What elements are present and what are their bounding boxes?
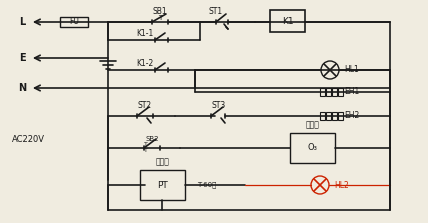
Text: EH2: EH2 [345,112,360,120]
Text: 定时器: 定时器 [155,157,169,167]
Text: L: L [19,17,25,27]
Bar [332,88,337,96]
Text: HL2: HL2 [335,180,349,190]
Text: HL1: HL1 [345,66,360,74]
Text: FU: FU [69,17,79,27]
Bar [326,88,331,96]
Text: EH1: EH1 [345,87,360,97]
Text: ST3: ST3 [212,101,226,111]
Text: PT: PT [157,180,168,190]
Bar [332,112,337,120]
Text: K1-1: K1-1 [137,29,154,39]
Bar [290,133,335,163]
Text: 发生器: 发生器 [306,120,319,130]
Text: SB1: SB1 [153,8,167,17]
Text: SB2: SB2 [145,136,159,142]
Text: E: E [19,53,25,63]
Text: ST1: ST1 [209,8,223,17]
Text: T: T [144,149,148,153]
Text: N: N [18,83,26,93]
Text: T: T [144,142,148,147]
Circle shape [321,61,339,79]
Bar [60,17,88,27]
Bar [320,112,325,120]
Bar [338,112,343,120]
Circle shape [311,176,329,194]
Text: ST2: ST2 [138,101,152,111]
Text: T-60分: T-60分 [197,182,217,188]
Bar [326,112,331,120]
Bar [320,88,325,96]
Text: K1-2: K1-2 [137,60,154,68]
Text: AC220V: AC220V [12,136,45,145]
Bar [338,88,343,96]
Text: K1: K1 [282,17,293,27]
Bar [270,10,305,32]
Text: T: T [158,15,162,21]
Bar [140,170,185,200]
Text: O₃: O₃ [308,143,318,153]
